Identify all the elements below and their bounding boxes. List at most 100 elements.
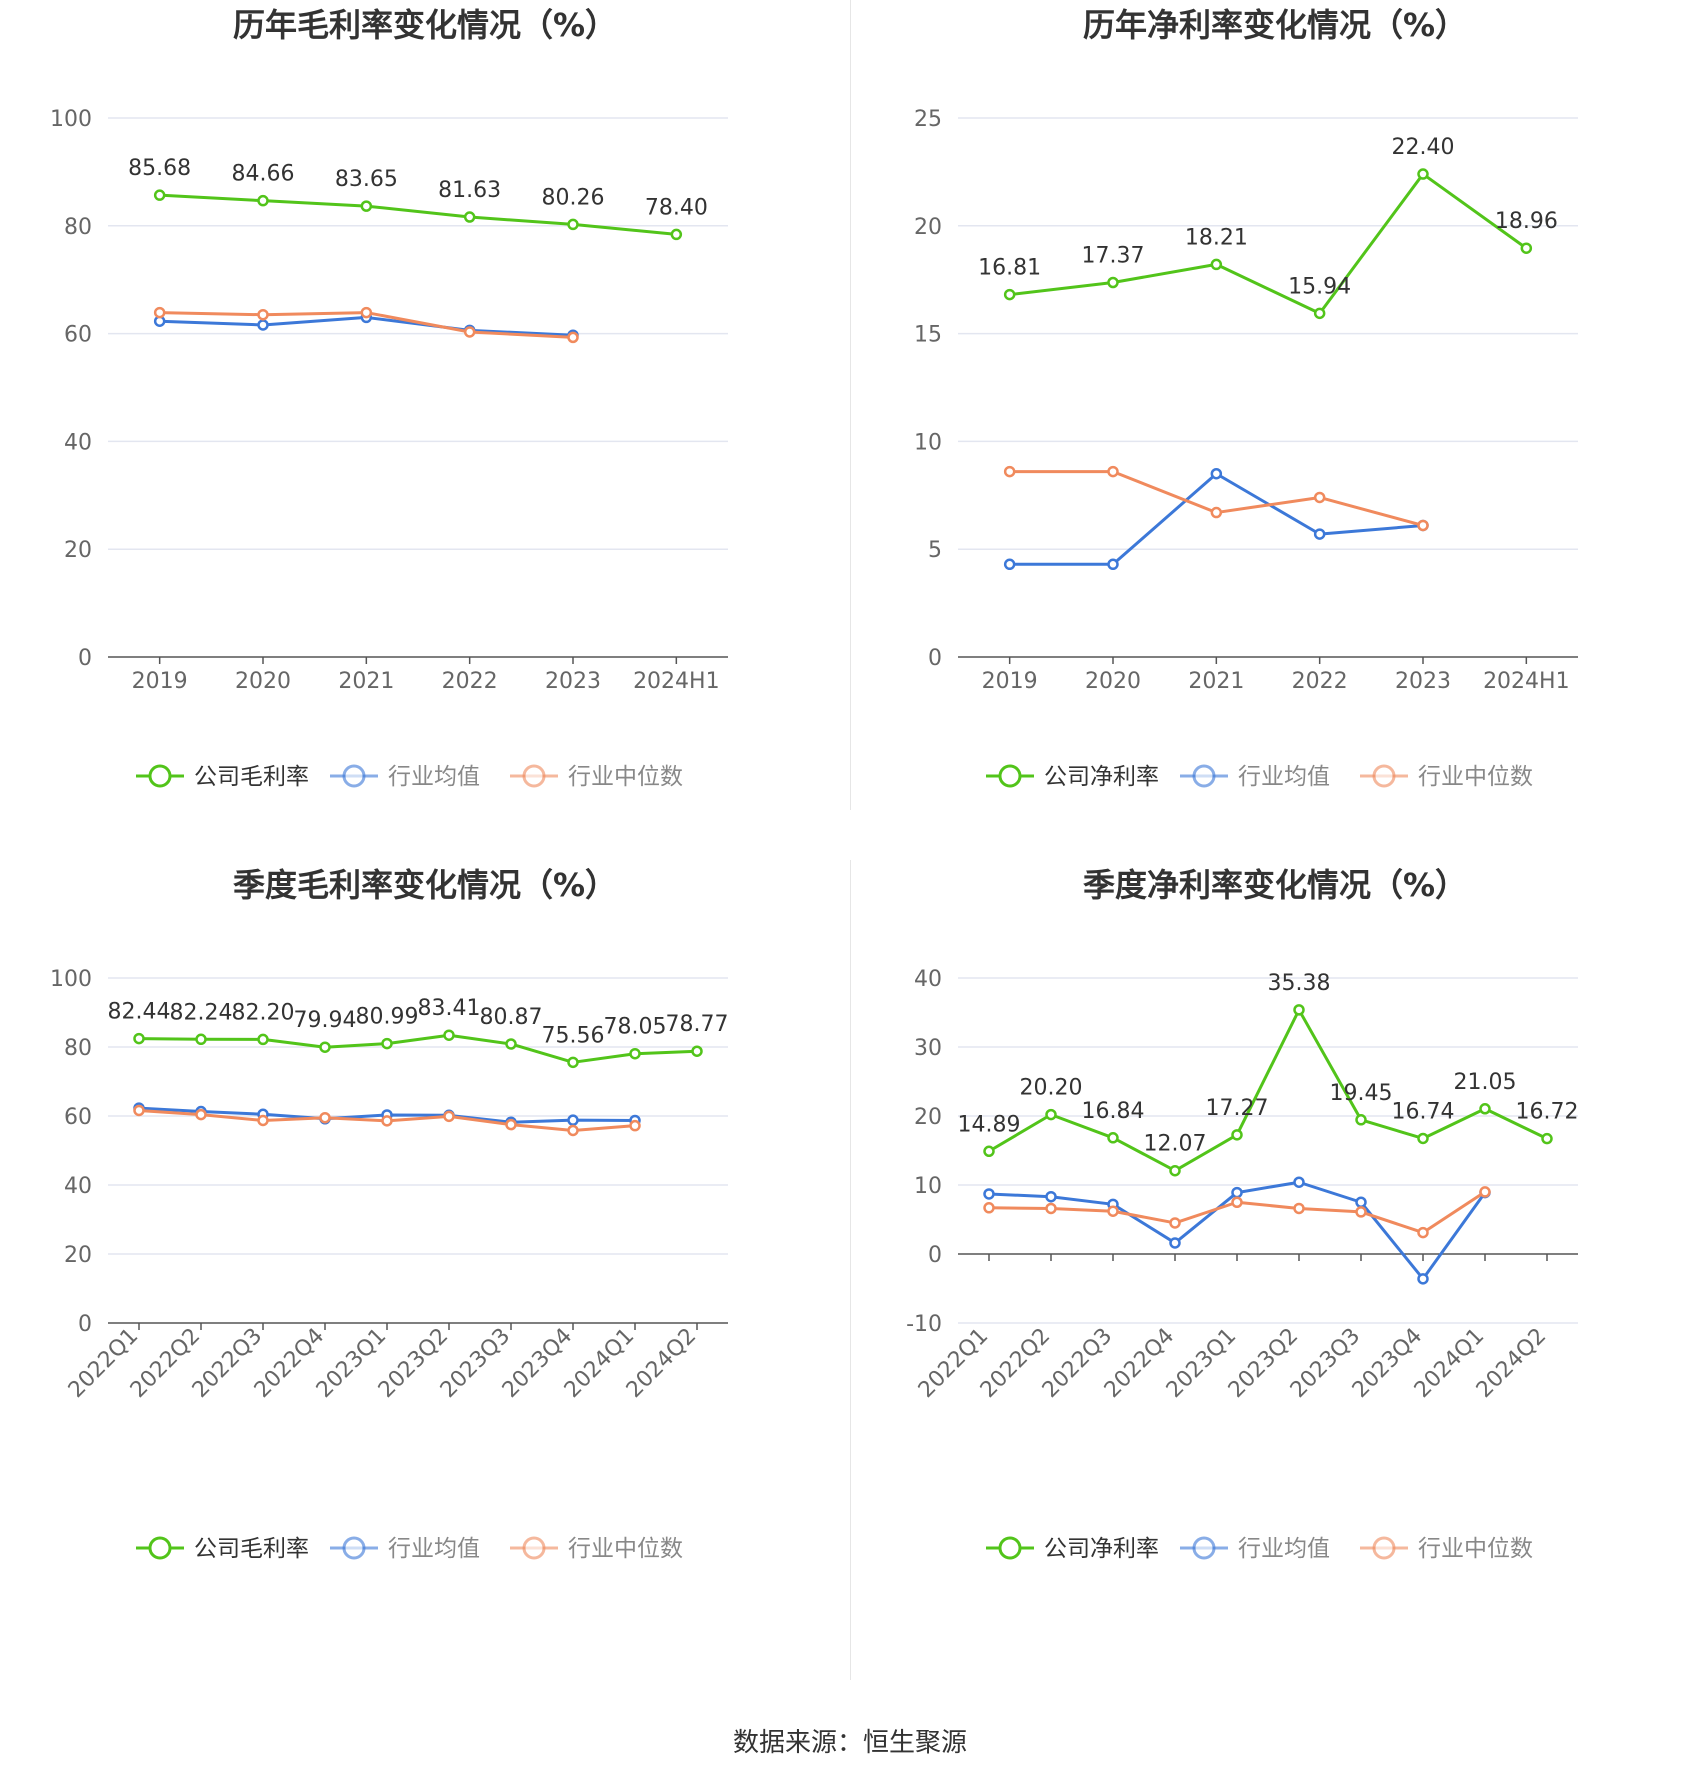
c3-series-point-0 [1293,1004,1305,1016]
c2-series-point-0 [133,1032,145,1045]
c2-series-point-1 [567,1114,579,1126]
c1-x-tick-label: 2024H1 [1483,669,1570,694]
c3-series-point-0 [1541,1132,1553,1145]
c0-legend-label: 行业均值 [388,764,480,790]
c2-data-label: 82.24 [170,1000,233,1025]
c1-legend-label: 行业中位数 [1418,764,1533,790]
c3-legend-item-0[interactable]: 公司净利率 [986,1536,1159,1562]
c3-series-point-2 [1231,1196,1243,1208]
c2-legend-item-2[interactable]: 行业中位数 [510,1536,683,1562]
c1-series-point-0 [1210,258,1223,271]
c2-data-label: 82.44 [108,1000,171,1025]
c2-data-label: 78.77 [666,1012,729,1037]
c1-data-label: 17.37 [1082,244,1145,269]
c3-legend-item-2[interactable]: 行业中位数 [1360,1536,1533,1562]
c1-x-tick-label: 2022 [1292,669,1348,694]
c2-legend-label: 行业均值 [388,1536,480,1562]
c2-y-tick-label: 0 [78,1312,92,1337]
c3-data-label: 16.74 [1392,1099,1455,1124]
c3-series-point-2 [1355,1206,1367,1218]
c0-legend-item-0[interactable]: 公司毛利率 [136,764,309,790]
c3-series-point-2 [1169,1217,1181,1229]
c1-series-point-1 [1313,528,1326,540]
c1-data-label: 18.21 [1185,225,1248,250]
c2-y-tick-label: 80 [64,1036,92,1061]
c1-legend-item-1[interactable]: 行业均值 [1180,764,1330,790]
c1-data-label: 16.81 [978,256,1041,281]
c2-y-tick-label: 60 [64,1105,92,1130]
data-source-note: 数据来源：恒生聚源 [732,1728,967,1758]
c0-series-point-0 [670,228,683,241]
c3-legend-item-1[interactable]: 行业均值 [1180,1536,1330,1562]
c0-legend-item-2[interactable]: 行业中位数 [510,764,683,790]
c2-series-point-0 [381,1037,393,1050]
c1-series-point-1 [1003,558,1016,571]
c0-series-point-1 [257,319,269,331]
chart-annual-gross-margin: 历年毛利率变化情况（%） 0 20 40 60 80 100 2019 2020 2021 2022… [50,6,728,790]
c3-series-point-0 [1045,1108,1057,1121]
c3-y-tick-label: 0 [928,1243,942,1268]
c3-series-point-0 [1355,1114,1367,1126]
c0-y-tick-label: 60 [64,323,92,348]
c0-legend-item-1[interactable]: 行业均值 [330,764,480,790]
c1-data-label: 18.96 [1495,209,1558,234]
c3-series-point-1 [1169,1237,1181,1249]
c1-legend-marker [998,764,1022,788]
c3-series-point-0 [1479,1103,1491,1115]
chart-quarterly-net-margin: 季度净利率变化情况（%）-100102030402022Q12022Q22022… [906,866,1578,1562]
c3-data-label: 19.45 [1330,1081,1393,1106]
c3-data-label: 14.89 [958,1112,1021,1137]
c1-legend-item-0[interactable]: 公司净利率 [986,764,1159,790]
c3-data-label: 35.38 [1268,971,1331,996]
c2-legend-marker [342,1536,366,1560]
c1-series-point-2 [1210,506,1223,519]
c1-series-point-0 [1313,307,1326,320]
c1-data-label: 15.94 [1288,274,1351,299]
c3-y-tick-label: 20 [914,1105,942,1130]
c2-x-tick-label: 2024Q2 [622,1324,701,1403]
c3-series-point-2 [1417,1226,1429,1239]
c2-legend-item-1[interactable]: 行业均值 [330,1536,480,1562]
c3-series-point-2 [1479,1186,1491,1198]
c3-data-label: 12.07 [1144,1132,1207,1157]
c0-y-tick-label: 100 [50,107,92,132]
c2-y-tick-label: 40 [64,1174,92,1199]
c3-y-tick-label: 30 [914,1036,942,1061]
c3-legend-label: 公司净利率 [1044,1536,1159,1562]
c3-series-point-2 [1045,1202,1057,1215]
c0-series-point-0 [257,194,269,207]
c2-series-point-2 [319,1111,331,1124]
c0-legend-marker [522,764,546,788]
c3-chart-title: 季度净利率变化情况（%） [1083,866,1467,904]
c1-legend-marker [1192,764,1216,788]
c3-legend-label: 行业中位数 [1418,1536,1533,1562]
c0-y-tick-label: 0 [78,646,92,671]
c2-series-point-2 [381,1115,393,1127]
c0-x-tick-label: 2024H1 [633,669,720,694]
c2-series-point-0 [567,1056,579,1069]
c3-data-label: 16.84 [1082,1099,1145,1124]
c2-series-point-0 [257,1033,269,1046]
c3-series-point-1 [1231,1186,1243,1199]
c2-chart-title: 季度毛利率变化情况（%） [233,866,617,904]
c2-data-label: 80.87 [480,1005,543,1030]
c0-series-point-2 [257,308,269,321]
c0-x-tick-label: 2019 [132,669,188,694]
c1-series-point-2 [1417,519,1429,532]
c3-y-tick-label: -10 [906,1312,942,1337]
c3-series-point-2 [1293,1202,1305,1215]
c1-legend-item-2[interactable]: 行业中位数 [1360,764,1533,790]
c2-series-point-2 [133,1104,145,1117]
c2-legend-item-0[interactable]: 公司毛利率 [136,1536,309,1562]
c0-legend-marker [342,764,366,788]
c2-data-label: 75.56 [542,1023,605,1048]
divider-top [850,0,851,810]
c0-data-label: 78.40 [645,195,708,220]
c0-chart-title: 历年毛利率变化情况（%） [233,6,617,44]
c2-series-point-0 [629,1047,641,1060]
c3-y-tick-label: 40 [914,967,942,992]
c1-x-tick-label: 2021 [1188,669,1244,694]
chart-quarterly-gross-margin: 季度毛利率变化情况（%）0204060801002022Q12022Q22022… [50,866,729,1562]
c0-series-point-0 [360,200,373,212]
c1-series-point-0 [1520,242,1533,254]
